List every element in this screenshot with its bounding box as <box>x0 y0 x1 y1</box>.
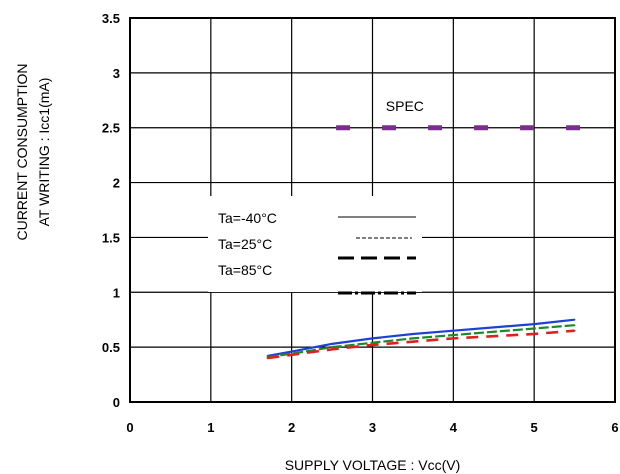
series-point <box>331 348 333 351</box>
x-tick-label: 5 <box>531 420 538 435</box>
x-tick-label: 2 <box>288 420 295 435</box>
series-point <box>573 329 576 332</box>
series-point <box>452 334 455 336</box>
spec-annotation: SPEC <box>386 98 424 114</box>
y-axis-title-line1: CURRENT CONSUMPTION <box>14 63 30 240</box>
series-point <box>266 357 269 359</box>
x-tick-label: 1 <box>207 420 214 435</box>
legend-background <box>208 196 422 292</box>
y-tick-label: 0 <box>113 395 120 410</box>
series-point <box>452 337 455 340</box>
series-point <box>492 330 495 333</box>
y-tick-label: 1.5 <box>102 230 120 245</box>
series-point <box>452 329 455 332</box>
series-point <box>533 323 535 325</box>
series-point <box>533 333 535 335</box>
series-point <box>331 346 333 348</box>
series-point <box>371 341 374 344</box>
series-point <box>412 333 414 335</box>
x-tick-label: 6 <box>611 420 618 435</box>
series-line <box>267 329 575 360</box>
y-tick-label: 3 <box>113 66 120 81</box>
series-point <box>573 318 576 321</box>
series-group <box>266 318 576 360</box>
series-point <box>533 327 535 330</box>
y-tick-label: 2 <box>113 176 120 191</box>
series-point <box>492 326 495 329</box>
series-point <box>412 340 414 343</box>
y-tick-label: 1 <box>113 285 120 300</box>
y-tick-label: 2.5 <box>102 121 120 136</box>
x-tick-label: 0 <box>126 420 133 435</box>
x-tick-label: 4 <box>450 420 458 435</box>
tick-labels: 0 1 2 3 4 5 6 0 0.5 1 1.5 2 2.5 3 3.5 <box>102 11 619 435</box>
series-point <box>573 324 576 327</box>
x-tick-label: 3 <box>369 420 376 435</box>
y-axis-title-line2: AT WRITING : Icc1(mA) <box>36 78 52 227</box>
legend: Ta=-40°C Ta=25°C Ta=85°C <box>208 196 422 295</box>
y-tick-label: 0.5 <box>102 340 120 355</box>
series-point <box>371 344 374 346</box>
series-point <box>492 335 495 337</box>
x-axis-title: SUPPLY VOLTAGE : Vcc(V) <box>285 457 461 473</box>
series-point <box>371 337 374 340</box>
plot-frame <box>129 17 616 403</box>
legend-entry-label: Ta=85°C <box>218 262 272 278</box>
legend-entry-label: Ta=-40°C <box>218 210 277 226</box>
y-tick-label: 3.5 <box>102 11 120 26</box>
series-point <box>412 337 414 340</box>
series-point <box>290 350 293 353</box>
series-point <box>331 343 333 345</box>
legend-entry-label: Ta=25°C <box>218 236 272 252</box>
series-point <box>290 354 293 356</box>
